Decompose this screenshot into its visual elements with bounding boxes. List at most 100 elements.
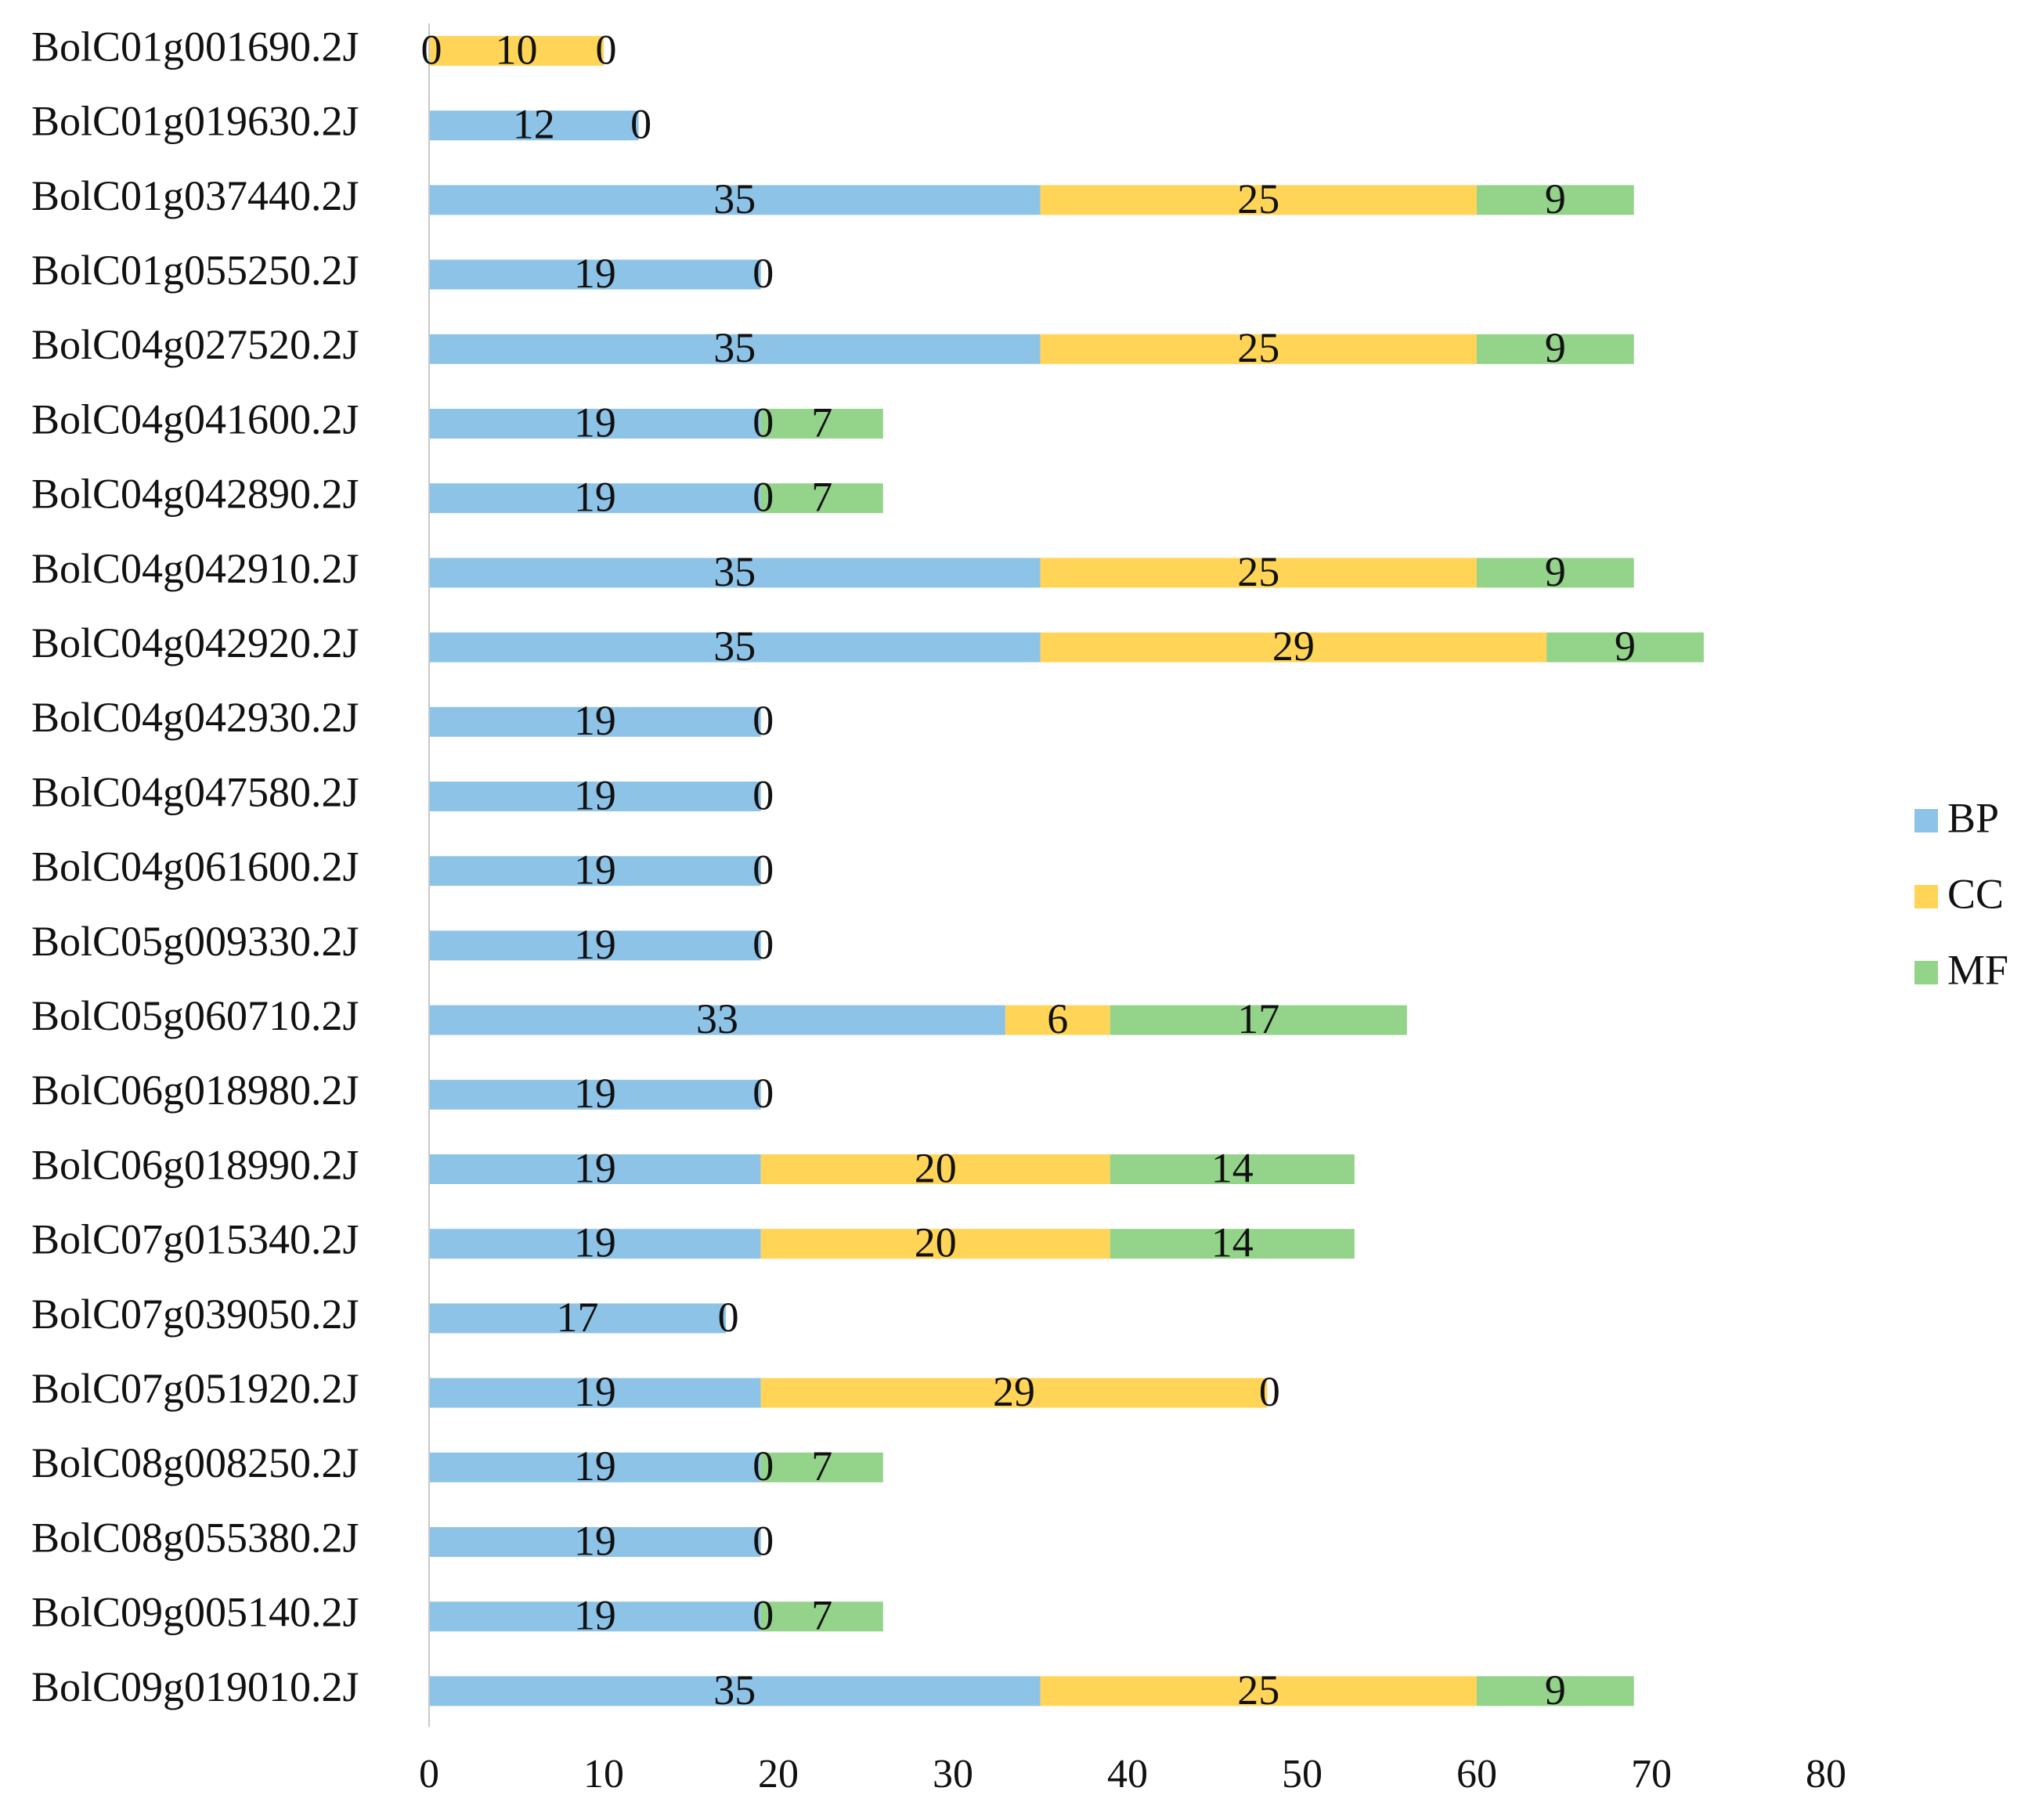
data-label-bp: 35 xyxy=(713,175,756,222)
bar-cc xyxy=(1040,632,1547,663)
bar-cc xyxy=(760,1229,1110,1259)
x-tick-label: 20 xyxy=(758,1752,799,1797)
legend-label-cc: CC xyxy=(1947,870,2004,917)
bar-bp xyxy=(429,558,1041,588)
data-label-mf: 14 xyxy=(1211,1219,1254,1266)
x-tick-label: 50 xyxy=(1282,1752,1323,1797)
category-label: BolC04g042930.2J xyxy=(31,694,359,741)
bar-cc xyxy=(1040,185,1477,215)
data-label-mf: 9 xyxy=(1615,623,1636,670)
data-label-bp: 35 xyxy=(713,623,756,670)
category-label: BolC01g019630.2J xyxy=(31,98,359,145)
category-label: BolC07g039050.2J xyxy=(31,1291,359,1338)
data-label-bp: 12 xyxy=(513,101,555,148)
bar-mf xyxy=(760,1602,883,1632)
data-label-cc: 25 xyxy=(1237,324,1279,371)
data-label-mf: 7 xyxy=(811,399,832,446)
bar-mf xyxy=(760,1452,883,1482)
bar-bp xyxy=(429,930,761,961)
bar-cc xyxy=(1040,334,1477,364)
data-label-cc: 0 xyxy=(718,1294,739,1341)
data-label-bp: 19 xyxy=(574,1443,616,1490)
legend-swatch-bp xyxy=(1914,809,1938,832)
data-label-bp: 19 xyxy=(574,771,616,818)
data-label-bp: 19 xyxy=(574,399,616,446)
data-label-cc: 25 xyxy=(1237,548,1279,595)
data-label-cc: 29 xyxy=(1272,623,1315,670)
legend-swatch-mf xyxy=(1914,961,1938,984)
data-label-bp: 0 xyxy=(421,26,442,73)
category-label: BolC06g018980.2J xyxy=(31,1067,359,1114)
bar-mf xyxy=(760,483,883,514)
x-tick-label: 40 xyxy=(1107,1752,1148,1797)
bar-bp xyxy=(429,185,1041,215)
bar-bp xyxy=(429,1602,761,1632)
data-label-bp: 19 xyxy=(574,847,616,894)
data-label-cc: 29 xyxy=(993,1368,1035,1415)
data-label-cc: 20 xyxy=(915,1219,957,1266)
data-label-cc: 0 xyxy=(752,921,774,968)
bar-mf xyxy=(1477,185,1634,215)
bar-mf xyxy=(1477,558,1634,588)
data-label-bp: 19 xyxy=(574,1592,616,1639)
data-label-mf: 7 xyxy=(811,1592,832,1639)
category-label: BolC05g009330.2J xyxy=(31,918,359,965)
data-label-mf: 14 xyxy=(1211,1144,1254,1191)
data-label-mf: 0 xyxy=(596,26,617,73)
category-label: BolC01g037440.2J xyxy=(31,172,359,219)
bar-bp xyxy=(429,1676,1041,1706)
bar-cc xyxy=(760,1378,1268,1408)
legend: BP CC MF xyxy=(1914,794,2008,993)
bar-mf xyxy=(1477,334,1634,364)
category-label: BolC05g060710.2J xyxy=(31,992,359,1039)
bar-bp xyxy=(429,1452,761,1482)
bar-mf xyxy=(1477,1676,1634,1706)
x-tick-label: 70 xyxy=(1631,1752,1672,1797)
data-label-mf: 0 xyxy=(1259,1368,1280,1415)
bar-mf xyxy=(760,409,883,439)
bar-bp xyxy=(429,1079,761,1110)
bar-bp xyxy=(429,1303,727,1334)
data-label-cc: 0 xyxy=(752,1443,774,1490)
data-label-mf: 9 xyxy=(1545,548,1566,595)
category-label: BolC09g005140.2J xyxy=(31,1589,359,1636)
bar-bp xyxy=(429,334,1041,364)
bar-cc xyxy=(1040,1676,1477,1706)
data-label-cc: 6 xyxy=(1047,995,1068,1042)
x-tick-label: 10 xyxy=(583,1752,624,1797)
bar-bp xyxy=(429,632,1041,663)
legend-label-mf: MF xyxy=(1947,946,2008,993)
data-label-bp: 19 xyxy=(574,1219,616,1266)
data-label-mf: 9 xyxy=(1545,175,1566,222)
data-label-cc: 0 xyxy=(752,250,774,297)
category-label: BolC04g042890.2J xyxy=(31,471,359,518)
category-label: BolC08g008250.2J xyxy=(31,1439,359,1486)
category-label: BolC04g061600.2J xyxy=(31,843,359,890)
x-tick-label: 30 xyxy=(933,1752,973,1797)
data-label-mf: 7 xyxy=(811,474,832,521)
category-label: BolC08g055380.2J xyxy=(31,1514,359,1561)
category-label: BolC01g001690.2J xyxy=(31,23,359,70)
category-label: BolC06g018990.2J xyxy=(31,1141,359,1188)
data-label-bp: 35 xyxy=(713,548,756,595)
bar-bp xyxy=(429,1378,761,1408)
data-label-bp: 19 xyxy=(574,1517,616,1564)
legend-label-bp: BP xyxy=(1947,794,1999,841)
x-tick-label: 80 xyxy=(1806,1752,1846,1797)
category-label: BolC04g027520.2J xyxy=(31,321,359,368)
category-label: BolC07g051920.2J xyxy=(31,1365,359,1412)
category-label: BolC04g042920.2J xyxy=(31,619,359,666)
category-label: BolC04g042910.2J xyxy=(31,545,359,592)
data-label-bp: 19 xyxy=(574,921,616,968)
data-label-cc: 0 xyxy=(752,474,774,521)
data-label-bp: 35 xyxy=(713,1667,756,1713)
x-axis-tick-labels: 0 10 20 30 40 50 60 70 80 xyxy=(419,1752,1846,1797)
data-label-bp: 17 xyxy=(557,1294,599,1341)
data-label-cc: 0 xyxy=(752,399,774,446)
data-label-bp: 19 xyxy=(574,250,616,297)
data-label-cc: 0 xyxy=(752,1517,774,1564)
bar-mf xyxy=(1110,1154,1355,1184)
x-tick-label: 60 xyxy=(1456,1752,1497,1797)
bar-mf xyxy=(1110,1005,1407,1035)
